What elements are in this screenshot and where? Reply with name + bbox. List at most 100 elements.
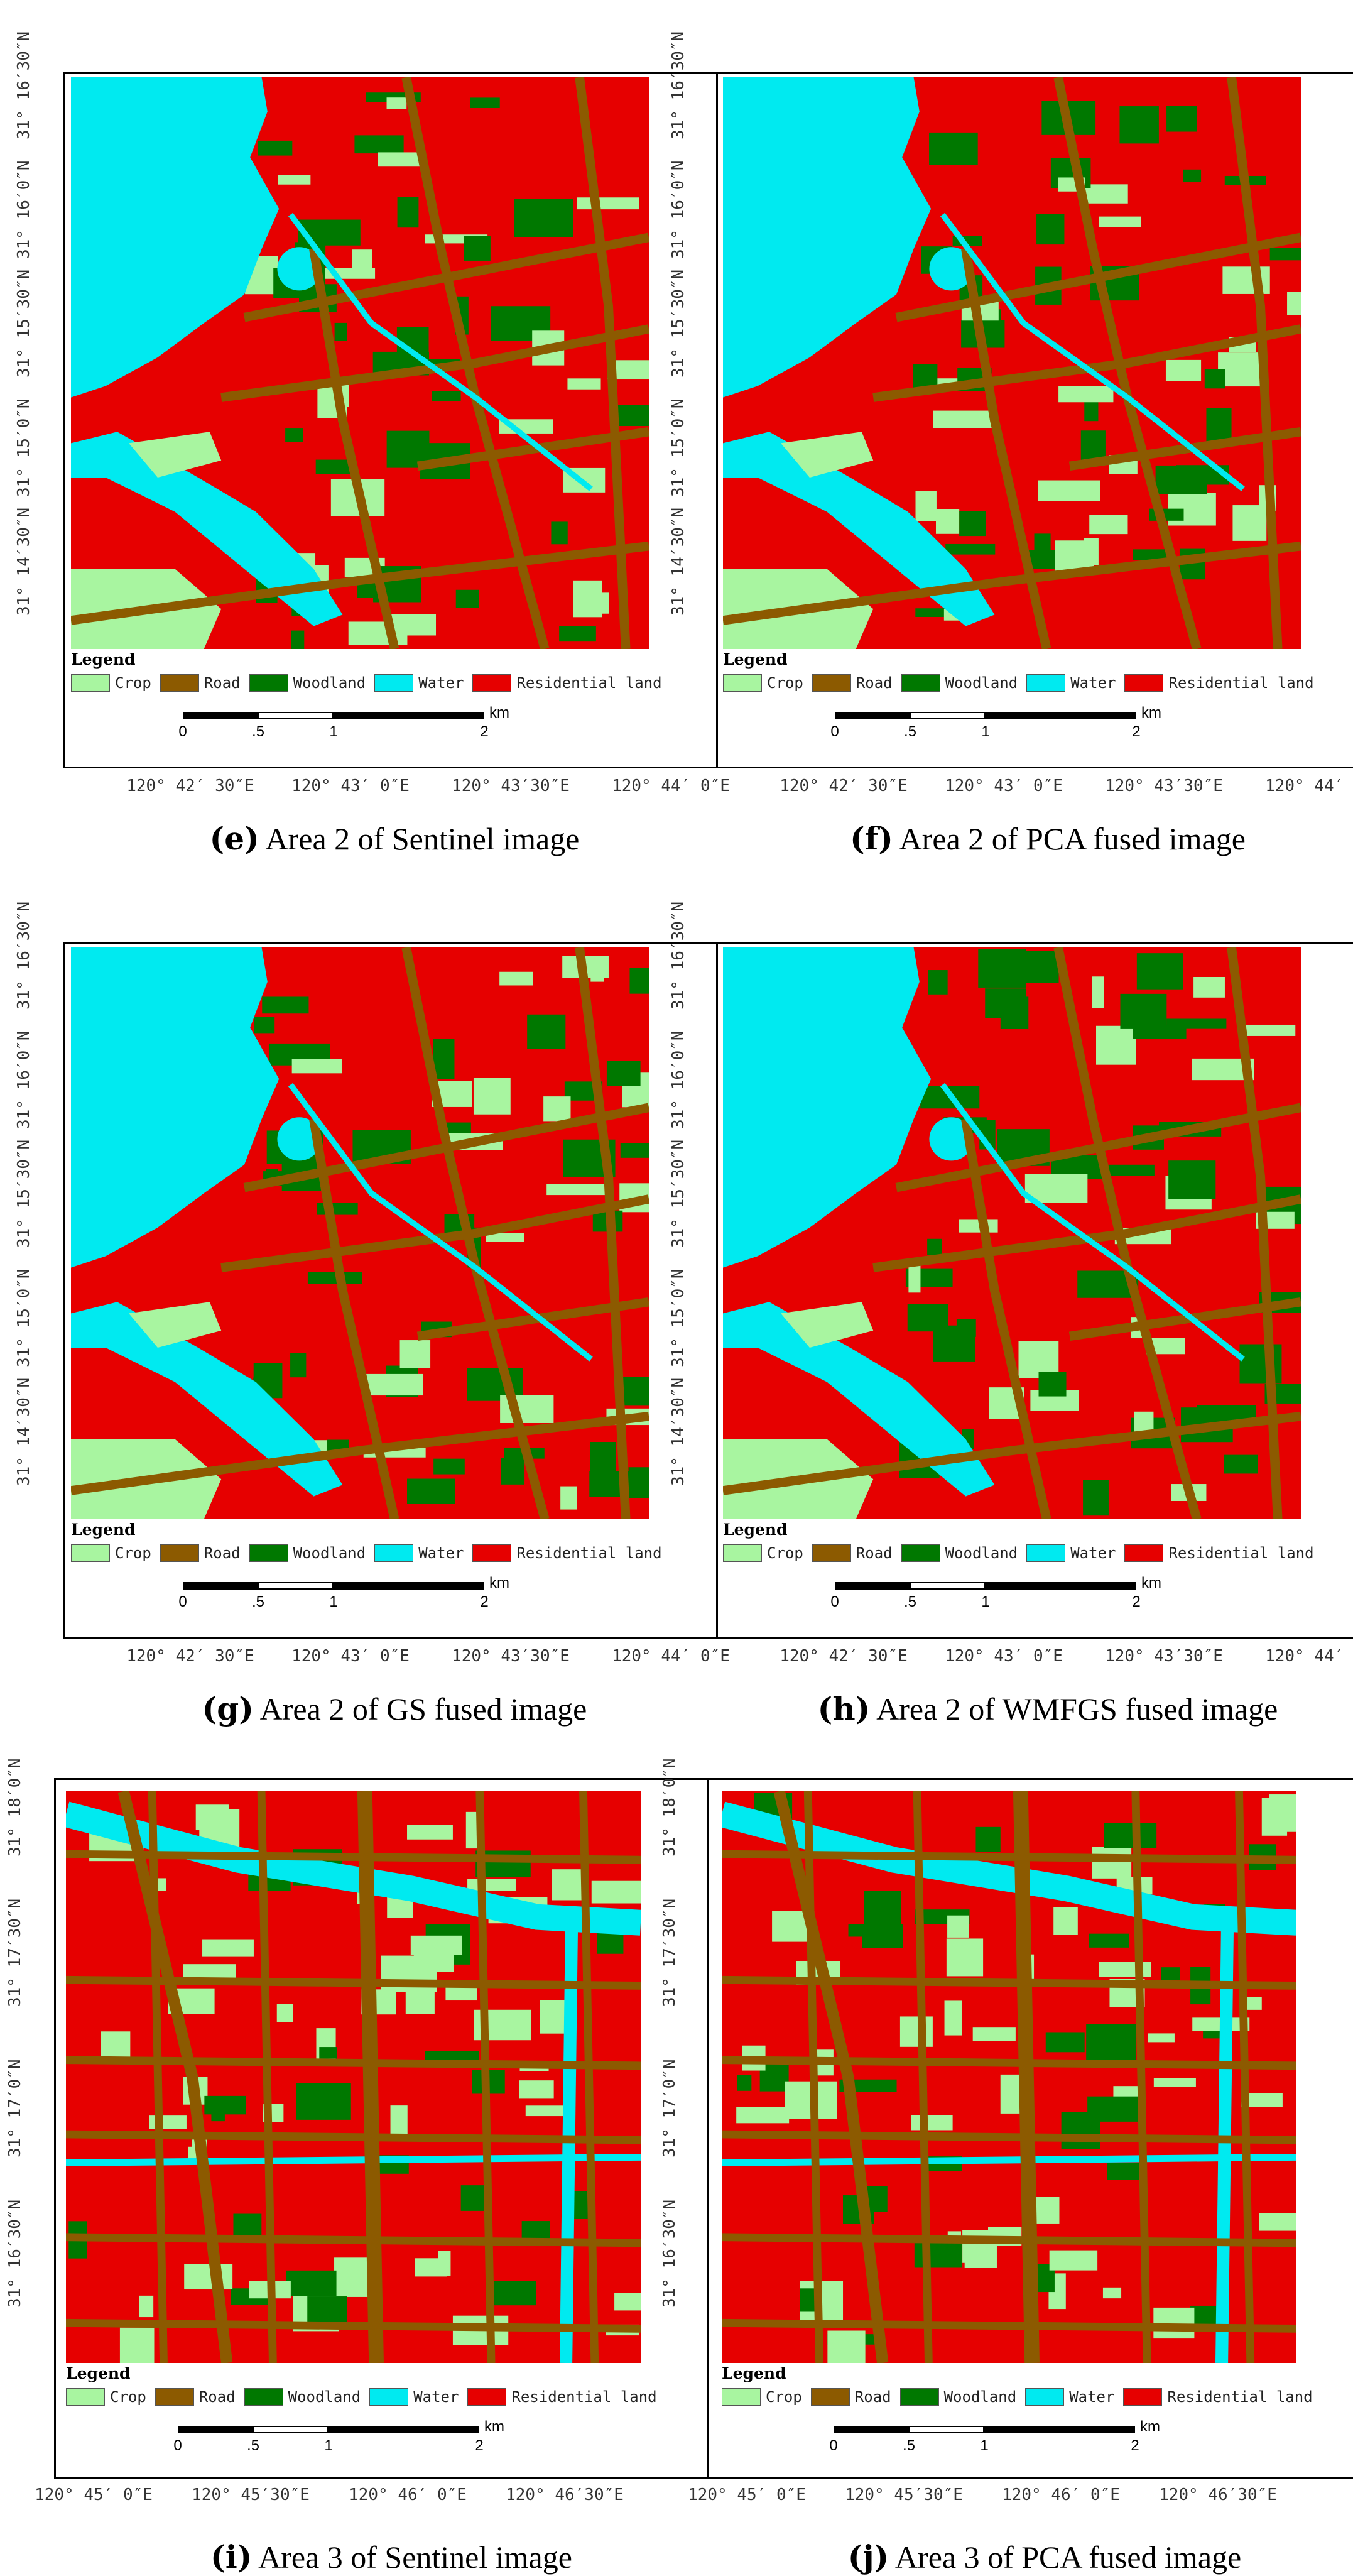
latitude-label: 31° 16′30″N [6, 2200, 24, 2308]
legend-swatch [71, 674, 110, 692]
map-panel-i: 31° 18′0″N 31° 17′30″N 31° 17′0″N 31° 16′30… [6, 1758, 729, 2504]
legend-swatch [472, 1544, 512, 1562]
legend: Crop Road Woodland Water Residential land [722, 2387, 1322, 2407]
scale-bar-tick: 0 [178, 1593, 187, 1610]
legend-label: Road [856, 674, 893, 692]
legend-title: Legend [71, 1520, 136, 1539]
scale-bar-tick: 0 [830, 723, 839, 740]
legend-label: Crop [767, 1544, 803, 1562]
legend-swatch [244, 2388, 283, 2406]
scale-bar-tick: 1 [981, 723, 990, 740]
scale-bar-segment [258, 1582, 334, 1590]
latitude-label: 31° 15′30″N [14, 269, 33, 378]
legend-item: Crop [723, 674, 803, 692]
latitude-label: 31° 16′30″N [669, 901, 688, 1010]
scale-bar-tick: 1 [981, 1593, 990, 1610]
latitude-label: 31° 16′30″N [14, 31, 33, 139]
legend-label: Water [418, 674, 464, 692]
legend: Crop Road Woodland Water Residential land [723, 673, 1323, 693]
scale-bar-segment [178, 2426, 253, 2433]
latitude-label: 31° 16′0″N [669, 160, 688, 259]
scale-bar-tick: .5 [903, 1593, 917, 1610]
legend-swatch [1124, 1544, 1164, 1562]
scale-bar-segment [909, 2426, 984, 2433]
legend-item: Road [810, 2388, 891, 2406]
legend-swatch [369, 2388, 409, 2406]
longitude-label: 120° 43′ 0″E [945, 1647, 1063, 1666]
longitude-label: 120° 45′ 0″E [688, 2486, 806, 2504]
classification-map [66, 1791, 641, 2363]
latitude-label: 31° 15′0″N [669, 398, 688, 497]
legend-label: Road [198, 2388, 236, 2406]
map-panel-j: 31° 18′0″N 31° 17′30″N 31° 17′0″N 31° 16′30… [660, 1758, 1353, 2504]
longitude-label: 120° 43′30″E [452, 1647, 570, 1666]
longitude-label: 120° 45′30″E [192, 2486, 310, 2504]
scale-bar-tick: 0 [830, 1593, 839, 1610]
latitude-label: 31° 15′0″N [14, 1269, 33, 1367]
latitude-label: 31° 17′0″N [660, 2059, 679, 2158]
legend-label: Water [413, 2388, 459, 2406]
latitude-label: 31° 15′30″N [669, 1139, 688, 1248]
scale-bar-unit: km [1140, 2418, 1160, 2435]
scale-bar-segment [986, 712, 1136, 719]
legend-item: Crop [722, 2388, 802, 2406]
scale-bar-segment [986, 1582, 1136, 1590]
legend-item: Woodland [244, 2388, 361, 2406]
longitude-label: 120° 45′30″E [845, 2486, 963, 2504]
scale-bar-tick: 2 [480, 1593, 489, 1610]
latitude-label: 31° 14′30″N [669, 1378, 688, 1487]
legend-swatch [812, 1544, 851, 1562]
latitude-label: 31° 16′30″N [660, 2200, 679, 2308]
latitude-label: 31° 16′30″N [14, 901, 33, 1010]
scale-bar-tick: 1 [329, 723, 338, 740]
legend-label: Woodland [293, 674, 366, 692]
scale-bar-tick: .5 [246, 2437, 260, 2454]
scale-bar-tick: 2 [1132, 1593, 1141, 1610]
legend-swatch [66, 2388, 105, 2406]
legend-title: Legend [71, 650, 136, 669]
scale-bar-unit: km [484, 2418, 504, 2435]
scale-bar: 0 .5 1 2 km [173, 2418, 504, 2461]
legend-label: Crop [115, 674, 151, 692]
legend-swatch [1026, 674, 1066, 692]
caption-text: Area 2 of Sentinel image [259, 821, 580, 856]
scale-bar-unit: km [1141, 704, 1161, 721]
latitude-label: 31° 16′0″N [14, 1030, 33, 1129]
scale-bar-tick: 0 [173, 2437, 182, 2454]
legend-label: Water [418, 1544, 464, 1562]
legend-swatch [472, 674, 512, 692]
latitude-label: 31° 17′30″N [6, 1899, 24, 2007]
legend-swatch [1025, 2388, 1065, 2406]
legend-item: Residential land [472, 1544, 662, 1562]
scale-bar-tick: .5 [902, 2437, 916, 2454]
longitude-label: 120° 43′30″E [1105, 777, 1223, 795]
legend-label: Road [204, 674, 241, 692]
classification-map [71, 947, 649, 1519]
legend-item: Crop [71, 1544, 151, 1562]
legend-swatch [723, 674, 762, 692]
scale-bar-unit: km [489, 704, 509, 721]
legend-item: Woodland [249, 1544, 366, 1562]
scale-bar-segment [329, 2426, 479, 2433]
legend-label: Road [204, 1544, 241, 1562]
legend-swatch [467, 2388, 507, 2406]
caption-e: (e) Area 2 of Sentinel image [210, 820, 580, 857]
classification-map [71, 77, 649, 649]
caption-i: (i) Area 3 of Sentinel image [210, 2538, 572, 2575]
latitude-label: 31° 17′30″N [660, 1899, 679, 2007]
classification-map [723, 947, 1301, 1519]
legend-item: Road [812, 1544, 893, 1562]
caption-text: Area 3 of PCA fused image [889, 2540, 1242, 2575]
longitude-label: 120° 43′ 0″E [945, 777, 1063, 795]
scale-bar-segment [253, 2426, 329, 2433]
legend-swatch [160, 674, 199, 692]
legend-swatch [899, 2388, 939, 2406]
legend-item: Residential land [1124, 674, 1314, 692]
legend-label: Woodland [945, 674, 1018, 692]
scale-bar-segment [835, 1582, 910, 1590]
latitude-label: 31° 16′0″N [669, 1030, 688, 1129]
legend-label: Crop [115, 1544, 151, 1562]
legend-swatch [901, 1544, 940, 1562]
legend-swatch [1026, 1544, 1066, 1562]
legend-item: Water [1025, 2388, 1114, 2406]
